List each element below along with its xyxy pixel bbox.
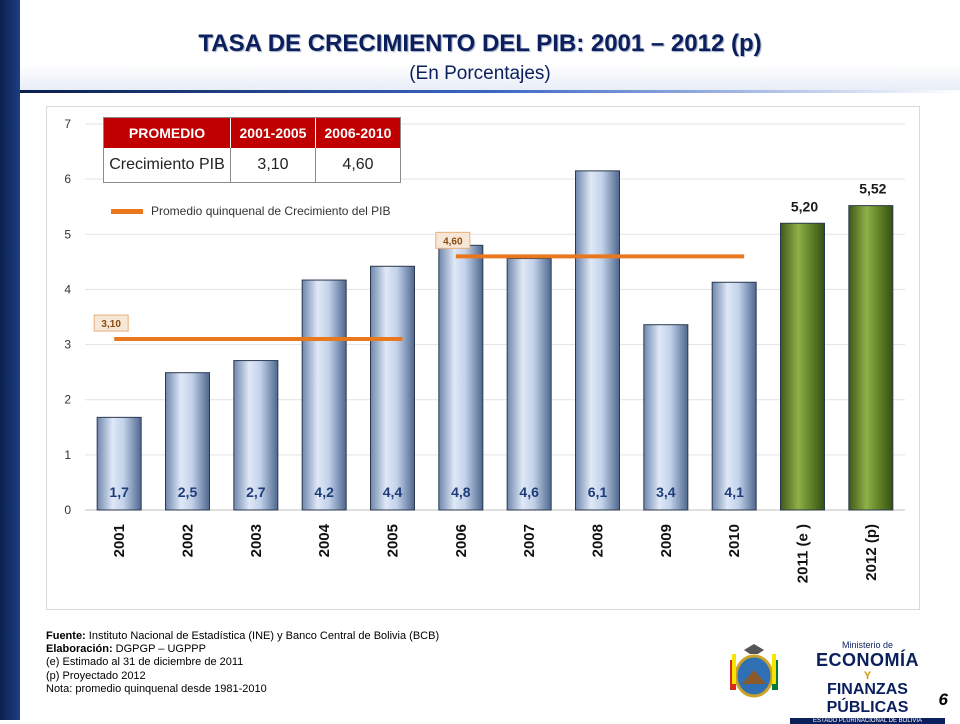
- x-tick-label: 2007: [521, 524, 538, 557]
- ministry-line5: ESTADO PLURINACIONAL DE BOLIVIA: [790, 718, 945, 724]
- note-estimado: (e) Estimado al 31 de diciembre de 2011: [46, 656, 244, 669]
- fuente-label: Fuente:: [46, 630, 86, 642]
- note-promedio: Nota: promedio quinquenal desde 1981-201…: [46, 682, 267, 695]
- legend: Promedio quinquenal de Crecimiento del P…: [111, 204, 390, 218]
- bar-2008: [575, 170, 620, 511]
- table-value-2006-2010: 4,60: [342, 156, 374, 173]
- y-tick-label: 7: [64, 117, 71, 131]
- elaboracion-label: Elaboración:: [46, 643, 113, 656]
- x-tick-label: 2002: [180, 524, 197, 557]
- page-title: TASA DE CRECIMIENTO DEL PIB: 2001 – 2012…: [198, 30, 762, 57]
- value-label: 1,7: [109, 484, 129, 500]
- x-tick-label: 2009: [658, 524, 675, 557]
- value-label: 4,4: [383, 484, 403, 500]
- bolivia-coat-of-arms-icon: [730, 644, 778, 698]
- value-label: 5,52: [859, 181, 886, 197]
- table-header-2006-2010: 2006-2010: [324, 125, 392, 141]
- bar-2001: [96, 416, 142, 511]
- value-label: 2,7: [246, 484, 266, 500]
- y-tick-label: 0: [64, 503, 71, 517]
- ministry-line2: ECONOMÍA: [816, 650, 919, 670]
- value-label: 4,8: [451, 484, 471, 500]
- x-tick-label: 2005: [385, 524, 402, 557]
- elaboracion-text: DGPGP – UGPPP: [112, 643, 206, 656]
- value-label: 2,5: [178, 484, 198, 500]
- left-decorative-bar: [0, 0, 20, 720]
- legend-swatch: [111, 208, 143, 214]
- y-tick-label: 6: [64, 172, 71, 186]
- x-tick-label: 2011 (e ): [795, 524, 812, 583]
- x-tick-label: 2012 (p): [863, 524, 880, 581]
- bar-2004: [301, 279, 347, 511]
- value-label: 4,2: [314, 484, 334, 500]
- bar-2010: [711, 281, 757, 511]
- header-band: [20, 0, 960, 92]
- table-header-2001-2005: 2001-2005: [231, 118, 316, 148]
- ministry-logo: Ministerio de ECONOMÍA Y FINANZAS PÚBLIC…: [790, 640, 945, 724]
- y-tick-label: 1: [64, 448, 71, 462]
- bar-2006: [438, 244, 484, 511]
- average-label: 4,60: [443, 236, 463, 247]
- bar-2003: [233, 360, 279, 511]
- promedio-table: PROMEDIO 2001-2005 2006-2010 Crecimiento…: [103, 117, 401, 183]
- y-tick-label: 2: [64, 393, 71, 407]
- x-tick-label: 2008: [590, 524, 607, 557]
- x-tick-label: 2003: [248, 524, 265, 557]
- x-tick-label: 2001: [111, 524, 128, 557]
- note-proyectado: (p) Proyectado 2012: [46, 669, 146, 682]
- x-tick-label: 2010: [726, 524, 743, 557]
- source-notes: Fuente: Instituto Nacional de Estadístic…: [46, 630, 439, 696]
- y-tick-label: 3: [64, 338, 71, 352]
- value-label: 6,1: [588, 484, 608, 500]
- average-badge: [93, 314, 129, 332]
- value-label: 3,4: [656, 484, 676, 500]
- legend-label: Promedio quinquenal de Crecimiento del P…: [151, 204, 391, 218]
- average-badge: [435, 231, 471, 249]
- value-label: 4,6: [519, 484, 539, 500]
- x-tick-label: 2004: [316, 523, 333, 557]
- y-tick-label: 4: [64, 282, 71, 296]
- bar-2009: [643, 324, 689, 511]
- ministry-line4: FINANZAS PÚBLICAS: [826, 681, 909, 716]
- chart-frame: 0 1 2 3 4 5 6 7 3,10 4,60 1,7 2,5 2,7 4,2 4,4 4,8 4,6 6…: [46, 106, 920, 610]
- ministry-line3: Y: [863, 670, 872, 682]
- page-subtitle: (En Porcentajes): [409, 63, 551, 84]
- table-value-2001-2005: 3,10: [231, 148, 316, 182]
- table-row-label: Crecimiento PIB: [104, 148, 231, 182]
- bar-2012p: [848, 205, 894, 511]
- bar-2007: [506, 258, 552, 511]
- ministry-line1: Ministerio de: [841, 640, 894, 650]
- page-number: 6: [938, 690, 948, 709]
- value-label: 5,20: [791, 198, 818, 214]
- bar-2002: [165, 372, 210, 511]
- bar-2005: [370, 265, 415, 511]
- average-label: 3,10: [101, 319, 121, 330]
- value-label: 4,1: [724, 484, 744, 500]
- fuente-text: Instituto Nacional de Estadística (INE) …: [85, 630, 440, 642]
- bar-2011e: [780, 222, 825, 511]
- header-rule: [20, 90, 960, 93]
- y-tick-label: 5: [64, 227, 71, 241]
- x-tick-label: 2006: [453, 524, 470, 557]
- table-header-promedio: PROMEDIO: [104, 118, 231, 148]
